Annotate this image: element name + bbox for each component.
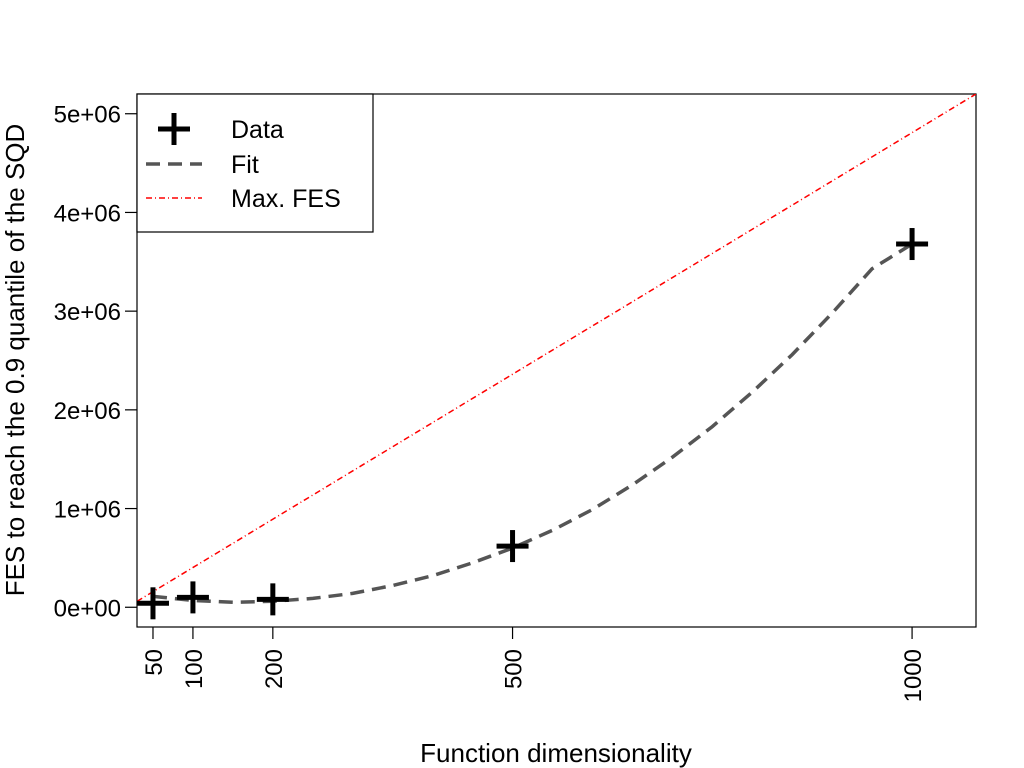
data-point xyxy=(256,583,289,616)
data-point xyxy=(896,228,929,261)
x-tick-label: 50 xyxy=(141,649,168,676)
y-tick-label: 5e+06 xyxy=(54,102,121,129)
legend: Data Fit Max. FES xyxy=(136,93,374,233)
y-tick-label: 2e+06 xyxy=(54,398,121,425)
y-axis: 0e+00 1e+06 2e+06 3e+06 4e+06 5e+06 xyxy=(54,102,137,622)
legend-marker-data xyxy=(158,113,190,145)
y-tick-label: 3e+06 xyxy=(54,299,121,326)
y-tick-label: 0e+00 xyxy=(54,595,121,622)
plot-area xyxy=(136,94,976,620)
y-tick-label: 4e+06 xyxy=(54,200,121,227)
plot-frame xyxy=(136,93,977,628)
legend-label-data: Data xyxy=(231,116,284,144)
legend-label-max-fes: Max. FES xyxy=(231,185,341,213)
x-axis: 50 100 200 500 1000 xyxy=(141,627,927,702)
legend-label-fit: Fit xyxy=(231,151,259,179)
x-tick-label: 1000 xyxy=(900,649,927,702)
data-point xyxy=(136,587,169,620)
max-fes-line xyxy=(137,94,976,602)
x-tick-label: 200 xyxy=(261,649,288,689)
data-point xyxy=(176,581,209,614)
y-axis-label: FES to reach the 0.9 quantile of the SQD xyxy=(0,124,30,597)
y-tick-label: 1e+06 xyxy=(54,497,121,524)
x-tick-label: 500 xyxy=(501,649,528,689)
fit-curve xyxy=(152,242,914,605)
data-point xyxy=(496,530,529,563)
x-axis-label: Function dimensionality xyxy=(420,738,692,768)
x-tick-label: 100 xyxy=(181,649,208,689)
